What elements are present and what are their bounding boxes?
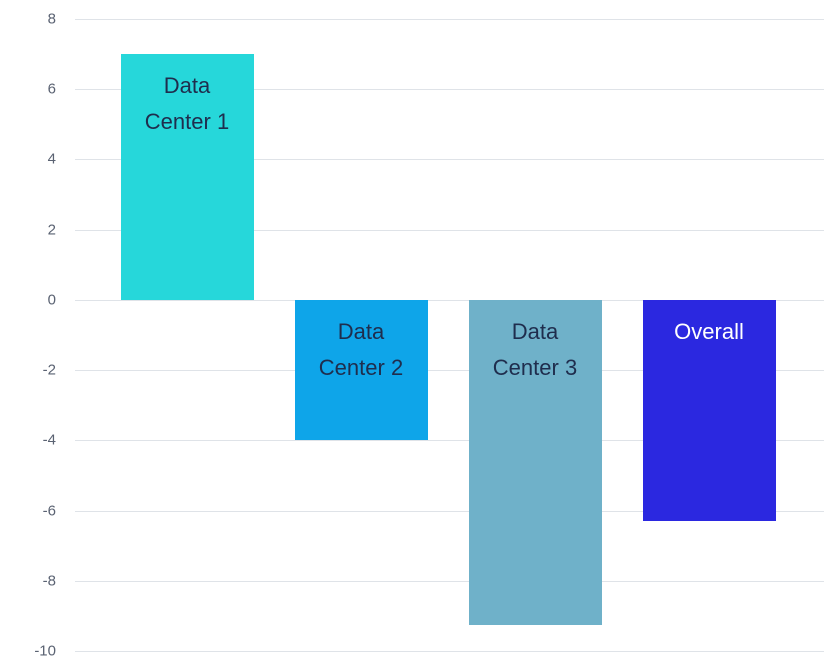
- bar-label: Overall: [674, 318, 744, 344]
- bar-label: Data Center 3: [492, 318, 578, 380]
- grid-line: [75, 651, 824, 652]
- bar: [468, 299, 602, 625]
- y-tick-label: 8: [47, 10, 56, 28]
- bar-label: Data Center 1: [144, 73, 230, 135]
- grid-line: [75, 19, 824, 20]
- y-tick-label: -10: [34, 642, 56, 658]
- bar: [120, 54, 254, 300]
- y-tick-label: 0: [47, 291, 56, 309]
- y-tick-label: -2: [42, 361, 56, 379]
- grid-line: [75, 510, 824, 512]
- bar: [294, 299, 428, 441]
- grid-line: [75, 580, 824, 582]
- grid-line: [75, 89, 824, 91]
- y-tick-label: -4: [42, 431, 56, 449]
- grid-line: [75, 370, 824, 372]
- grid-line: [75, 229, 824, 231]
- y-tick-label: 4: [47, 150, 56, 168]
- y-tick-label: 2: [47, 221, 56, 239]
- y-tick-label: 6: [47, 80, 56, 98]
- grid-line: [75, 299, 824, 301]
- y-tick-label: -6: [42, 502, 56, 520]
- grid-line: [75, 440, 824, 442]
- bar: [642, 299, 776, 522]
- y-tick-label: -8: [42, 572, 56, 590]
- bar-label: Data Center 2: [318, 318, 404, 380]
- grid-line: [75, 159, 824, 161]
